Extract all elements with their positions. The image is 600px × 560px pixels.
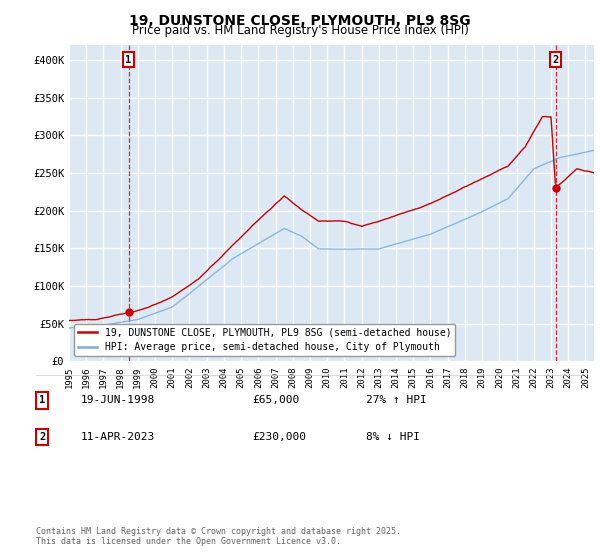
Text: Contains HM Land Registry data © Crown copyright and database right 2025.
This d: Contains HM Land Registry data © Crown c…: [36, 526, 401, 546]
Text: £230,000: £230,000: [252, 432, 306, 442]
Legend: 19, DUNSTONE CLOSE, PLYMOUTH, PL9 8SG (semi-detached house), HPI: Average price,: 19, DUNSTONE CLOSE, PLYMOUTH, PL9 8SG (s…: [74, 324, 455, 356]
Text: 11-APR-2023: 11-APR-2023: [81, 432, 155, 442]
Text: 1: 1: [125, 55, 131, 65]
Text: Price paid vs. HM Land Registry's House Price Index (HPI): Price paid vs. HM Land Registry's House …: [131, 24, 469, 37]
Text: 2: 2: [39, 432, 45, 442]
Text: 2: 2: [553, 55, 559, 65]
Text: 27% ↑ HPI: 27% ↑ HPI: [366, 395, 427, 405]
Text: £65,000: £65,000: [252, 395, 299, 405]
Text: 8% ↓ HPI: 8% ↓ HPI: [366, 432, 420, 442]
Text: 1: 1: [39, 395, 45, 405]
Text: 19, DUNSTONE CLOSE, PLYMOUTH, PL9 8SG: 19, DUNSTONE CLOSE, PLYMOUTH, PL9 8SG: [129, 14, 471, 28]
Text: 19-JUN-1998: 19-JUN-1998: [81, 395, 155, 405]
